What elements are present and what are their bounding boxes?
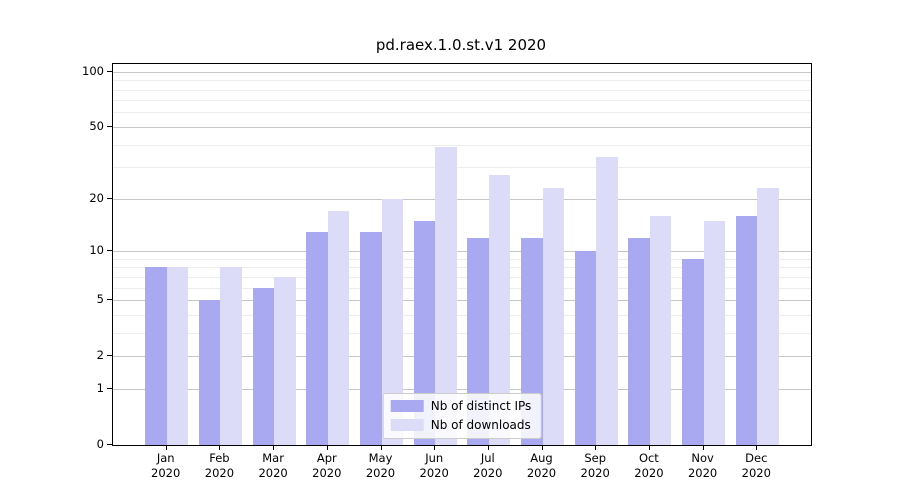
gridline-minor: [113, 258, 811, 260]
x-axis-tick: [756, 445, 758, 450]
y-axis-tick: [107, 444, 112, 445]
y-tick-label: 100: [82, 63, 104, 78]
y-axis-tick: [107, 299, 112, 300]
bar-dec-series1: [757, 187, 779, 445]
bar-feb-series1: [220, 267, 242, 445]
y-tick-label: 10: [89, 243, 104, 257]
x-tick-label: May 2020: [365, 451, 396, 480]
gridline-minor: [113, 80, 811, 82]
gridline-major: [113, 388, 811, 390]
gridline-major: [113, 198, 811, 200]
gridline-minor: [113, 332, 811, 334]
y-axis-tick: [107, 70, 112, 72]
gridline-minor: [113, 267, 811, 269]
x-axis-tick: [165, 445, 167, 450]
bar-jun-series1: [435, 146, 457, 445]
legend-label-distinct-ips: Nb of distinct IPs: [430, 399, 532, 413]
gridline-major: [113, 251, 811, 252]
x-axis-tick: [541, 445, 543, 450]
legend: Nb of distinct IPs Nb of downloads: [382, 393, 542, 439]
y-tick-label: 0: [96, 437, 104, 451]
x-tick-label: Aug 2020: [526, 451, 557, 480]
gridline-minor: [113, 100, 811, 102]
y-axis-tick: [107, 125, 112, 127]
y-tick-label: 5: [96, 292, 104, 306]
gridline-minor: [113, 144, 811, 146]
bar-mar-series1: [274, 276, 296, 445]
y-axis-tick: [107, 197, 112, 199]
x-axis-tick: [380, 445, 382, 450]
x-axis-tick: [434, 445, 436, 450]
x-axis-tick: [595, 445, 597, 450]
legend-swatch-distinct-ips: [390, 400, 424, 412]
x-axis-tick: [487, 445, 489, 450]
bar-apr-series1: [327, 211, 350, 445]
x-axis-tick: [702, 445, 704, 450]
gridline-minor: [113, 112, 811, 114]
legend-swatch-downloads: [390, 419, 424, 431]
chart-title: pd.raex.1.0.st.v1 2020: [375, 36, 547, 54]
legend-label-downloads: Nb of downloads: [430, 418, 531, 432]
bar-jan-series1: [166, 267, 189, 445]
y-tick-label: 1: [96, 380, 104, 395]
gridline-minor: [113, 276, 811, 278]
bar-jul-series1: [488, 175, 511, 445]
x-tick-label: Feb 2020: [204, 451, 235, 480]
plot-area: Nb of distinct IPs Nb of downloads: [112, 63, 812, 446]
y-axis-tick: [107, 250, 112, 251]
y-tick-label: 50: [89, 118, 104, 133]
y-tick-label: 2: [96, 348, 104, 363]
y-axis-tick: [107, 387, 112, 389]
legend-item-downloads: Nb of downloads: [390, 418, 532, 432]
bar-may-series1: [381, 198, 403, 445]
bar-nov-series1: [703, 220, 726, 445]
bar-jan-series0: [145, 267, 167, 445]
x-tick-label: Mar 2020: [258, 451, 288, 480]
x-axis-tick: [273, 445, 275, 450]
gridline-minor: [113, 314, 811, 316]
x-tick-label: Jul 2020: [473, 451, 503, 480]
x-axis-tick: [648, 445, 650, 450]
x-tick-label: Nov 2020: [687, 451, 718, 480]
gridline-minor: [113, 167, 811, 169]
x-tick-label: Dec 2020: [741, 451, 771, 480]
bar-oct-series0: [628, 237, 650, 445]
bar-oct-series1: [649, 215, 672, 445]
legend-item-distinct-ips: Nb of distinct IPs: [390, 399, 532, 413]
gridline-major: [113, 356, 811, 358]
x-tick-label: Sep 2020: [580, 451, 610, 480]
bar-sep-series1: [596, 157, 618, 445]
bar-nov-series0: [682, 258, 704, 445]
bar-mar-series0: [252, 287, 275, 445]
x-axis-tick: [326, 445, 328, 450]
x-axis-tick: [219, 445, 221, 450]
gridline-minor: [113, 89, 811, 91]
x-tick-label: Apr 2020: [312, 451, 342, 480]
bar-sep-series0: [574, 251, 597, 445]
gridline-major: [113, 300, 811, 301]
bar-feb-series0: [198, 300, 221, 445]
x-tick-label: Oct 2020: [634, 451, 664, 480]
gridline-major: [113, 126, 811, 128]
y-tick-label: 20: [89, 190, 104, 205]
gridline-minor: [113, 287, 811, 289]
gridline-major: [113, 71, 811, 73]
bar-jun-series0: [413, 220, 436, 445]
x-tick-label: Jun 2020: [419, 451, 449, 480]
bar-may-series0: [360, 231, 382, 445]
y-axis-tick: [107, 355, 112, 357]
bar-aug-series1: [542, 187, 564, 445]
bar-dec-series0: [735, 215, 758, 445]
bar-apr-series0: [306, 231, 328, 445]
x-tick-label: Jan 2020: [151, 451, 181, 480]
